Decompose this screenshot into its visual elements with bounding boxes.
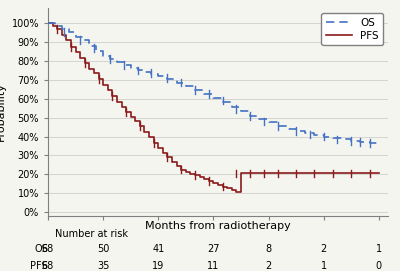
Text: OS: OS [34,244,48,254]
Text: 27: 27 [207,244,220,254]
Text: 0: 0 [376,261,382,271]
Text: Number at risk: Number at risk [55,229,128,239]
Y-axis label: Probability: Probability [0,83,6,141]
Text: 2: 2 [320,244,327,254]
Text: Months from radiotherapy: Months from radiotherapy [145,221,291,231]
Text: 11: 11 [207,261,220,271]
Text: 68: 68 [42,261,54,271]
Text: 1: 1 [376,244,382,254]
Text: 41: 41 [152,244,164,254]
Legend: OS, PFS: OS, PFS [322,13,383,45]
Text: 68: 68 [42,244,54,254]
Text: 8: 8 [266,244,272,254]
Text: 19: 19 [152,261,164,271]
Text: PFS: PFS [30,261,48,271]
Text: 2: 2 [266,261,272,271]
Text: 50: 50 [97,244,109,254]
Text: 35: 35 [97,261,109,271]
Text: 1: 1 [321,261,327,271]
